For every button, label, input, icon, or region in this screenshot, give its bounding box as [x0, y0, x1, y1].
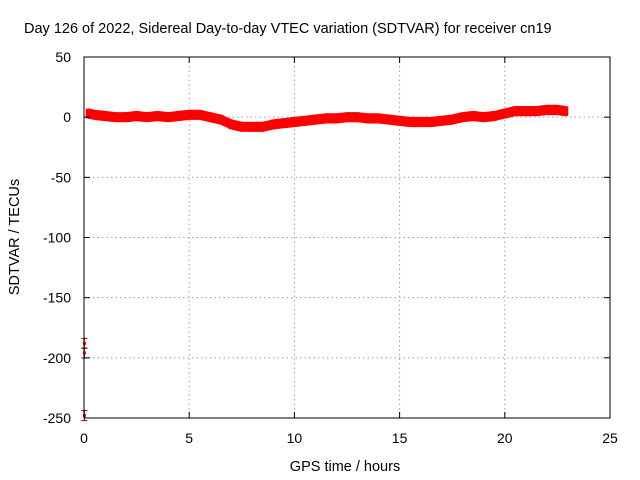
x-tick-label: 25 [602, 430, 618, 446]
data-points [81, 104, 569, 422]
x-tick-label: 10 [287, 430, 303, 446]
x-tick-label: 20 [497, 430, 513, 446]
y-axis-title: SDTVAR / TECUs [7, 179, 23, 295]
axis-ticks: 0 5 10 15 20 25 50 0 -50 -100 -150 -200 -250 [43, 49, 618, 446]
x-tick-label: 5 [185, 430, 193, 446]
y-tick-label: -150 [43, 290, 71, 306]
y-tick-label: -200 [43, 350, 71, 366]
y-tick-label: -50 [51, 169, 71, 185]
y-tick-label: 50 [55, 49, 71, 65]
grid [84, 57, 610, 418]
x-tick-label: 15 [392, 430, 408, 446]
x-axis-title: GPS time / hours [290, 459, 400, 475]
y-tick-label: -100 [43, 230, 71, 246]
y-tick-label: 0 [63, 109, 71, 125]
chart-title: Day 126 of 2022, Sidereal Day-to-day VTE… [24, 21, 552, 37]
y-tick-label: -250 [43, 410, 71, 426]
x-tick-label: 0 [80, 430, 88, 446]
